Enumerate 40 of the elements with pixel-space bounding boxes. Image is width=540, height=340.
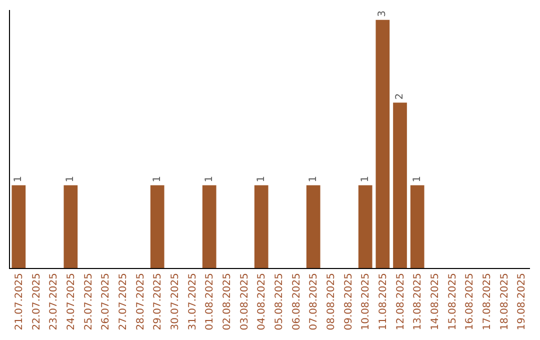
x-tick-label: 25.07.2025	[83, 273, 94, 330]
x-tick-label: 13.08.2025	[412, 273, 424, 330]
x-tick-label: 14.08.2025	[430, 273, 441, 330]
x-tick-label: 29.07.2025	[152, 273, 164, 330]
x-tick-label: 22.07.2025	[31, 273, 42, 330]
x-tick-label: 05.08.2025	[274, 273, 285, 330]
x-tick-label: 26.07.2025	[100, 273, 112, 330]
x-tick-label: 02.08.2025	[222, 273, 233, 330]
x-tick-label: 10.08.2025	[360, 273, 372, 330]
data-label: 1	[65, 176, 76, 182]
data-label: 1	[204, 176, 215, 182]
data-label: 1	[256, 176, 267, 182]
data-label: 2	[394, 93, 406, 100]
x-tick-label: 12.08.2025	[395, 273, 406, 330]
data-label: 1	[13, 176, 24, 182]
x-tick-label: 31.07.2025	[187, 273, 198, 330]
x-tick-label: 27.07.2025	[118, 273, 129, 330]
x-tick-label: 24.07.2025	[66, 273, 77, 330]
data-label: 1	[152, 176, 163, 182]
x-tick-label: 06.08.2025	[291, 273, 302, 330]
x-tick-label: 21.07.2025	[14, 273, 25, 330]
x-tick-label: 17.08.2025	[482, 273, 493, 330]
x-tick-label: 03.08.2025	[239, 273, 250, 330]
data-label: 3	[377, 10, 388, 17]
x-tick-label: 09.08.2025	[343, 273, 354, 330]
data-label: 1	[308, 176, 319, 182]
x-tick-label: 23.07.2025	[48, 273, 60, 330]
x-tick-label: 11.08.2025	[378, 273, 389, 330]
x-tick-label: 30.07.2025	[170, 273, 181, 330]
x-tick-label: 18.08.2025	[499, 273, 510, 330]
x-tick-label: 04.08.2025	[256, 273, 268, 330]
x-tick-label: 15.08.2025	[447, 273, 458, 330]
data-label: 1	[360, 176, 371, 182]
x-tick-label: 08.08.2025	[326, 273, 337, 330]
x-tick-label: 19.08.2025	[516, 273, 528, 330]
data-label: 1	[412, 176, 423, 182]
x-tick-label: 16.08.2025	[464, 273, 476, 330]
x-tick-label: 07.08.2025	[308, 273, 320, 330]
x-tick-label: 01.08.2025	[204, 273, 216, 330]
x-tick-label: 28.07.2025	[135, 273, 146, 330]
